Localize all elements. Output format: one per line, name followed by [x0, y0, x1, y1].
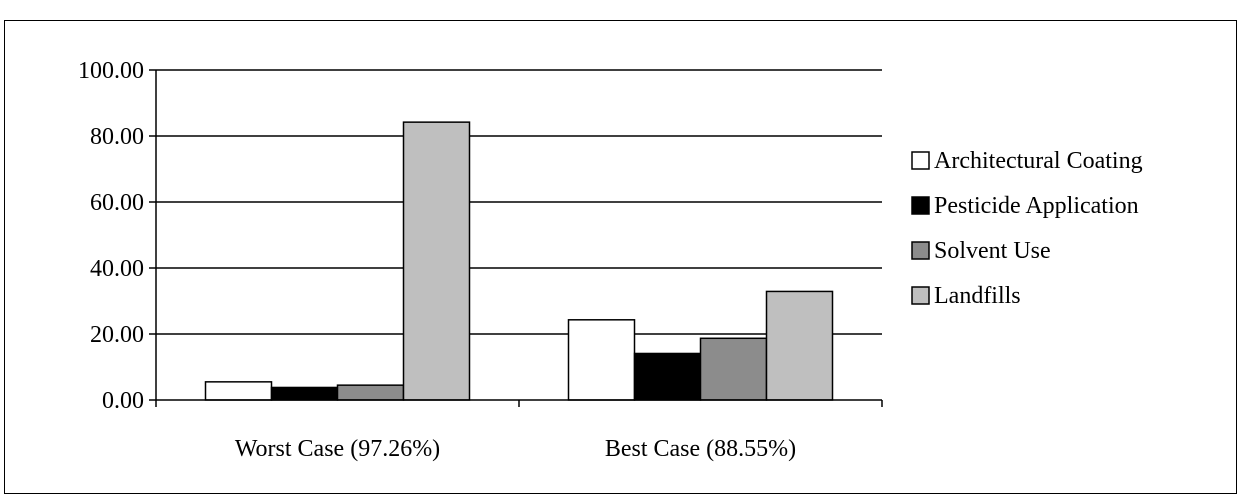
bar-pesticide-application-0 [270, 386, 339, 401]
legend-swatch [911, 241, 930, 260]
bar-landfills-0 [402, 121, 471, 401]
bar-landfills-1 [765, 290, 834, 401]
y-tick-label: 60.00 [90, 190, 144, 216]
axes [149, 69, 883, 407]
y-tick-label: 100.00 [78, 58, 144, 84]
bar-solvent-use-0 [336, 384, 405, 401]
tick-labels: 0.00 20.00 40.00 60.00 80.00 100.00 Worst Case… [78, 58, 796, 462]
bar-architectural-coating-0 [204, 381, 273, 401]
legend: Architectural Coating Pesticide Applicati… [911, 148, 1143, 309]
y-tick-label: 0.00 [102, 388, 144, 414]
legend-swatch [911, 286, 930, 305]
legend-label: Pesticide Application [934, 193, 1139, 219]
gridlines [156, 69, 882, 335]
y-tick-label: 40.00 [90, 256, 144, 282]
legend-swatch [911, 196, 930, 215]
y-tick-label: 20.00 [90, 322, 144, 348]
y-tick-label: 80.00 [90, 124, 144, 150]
legend-swatch [911, 151, 930, 170]
x-tick-label: Best Case (88.55%) [605, 436, 796, 462]
bar-solvent-use-1 [699, 337, 768, 401]
bar-architectural-coating-1 [567, 319, 636, 401]
legend-label: Landfills [934, 283, 1021, 309]
bars [204, 121, 834, 401]
chart-frame [4, 20, 1237, 494]
legend-label: Solvent Use [934, 238, 1051, 264]
bar-pesticide-application-1 [633, 352, 702, 401]
legend-label: Architectural Coating [934, 148, 1143, 174]
x-tick-label: Worst Case (97.26%) [235, 436, 440, 462]
